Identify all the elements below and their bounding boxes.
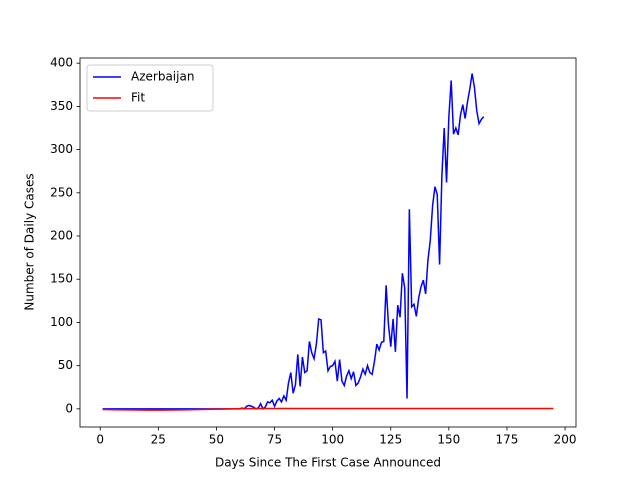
y-tick-label: 50 bbox=[58, 358, 73, 372]
legend-label: Fit bbox=[131, 91, 145, 105]
y-axis-label: Number of Daily Cases bbox=[23, 173, 37, 310]
x-tick-label: 75 bbox=[267, 433, 282, 447]
y-tick-label: 150 bbox=[50, 272, 73, 286]
x-tick-label: 100 bbox=[321, 433, 344, 447]
x-tick-label: 50 bbox=[209, 433, 224, 447]
plot-frame bbox=[79, 57, 577, 428]
x-tick-label: 125 bbox=[379, 433, 402, 447]
data-line bbox=[102, 73, 485, 411]
y-tick-label: 100 bbox=[50, 315, 73, 329]
x-tick-label: 200 bbox=[554, 433, 577, 447]
y-tick-label: 200 bbox=[50, 229, 73, 243]
y-tick-label: 0 bbox=[65, 401, 73, 415]
x-tick-label: 150 bbox=[437, 433, 460, 447]
y-tick-label: 300 bbox=[50, 142, 73, 156]
y-tick-label: 400 bbox=[50, 56, 73, 70]
data-line bbox=[102, 407, 554, 411]
x-axis-label: Days Since The First Case Announced bbox=[215, 456, 441, 470]
x-tick-label: 25 bbox=[151, 433, 166, 447]
y-tick-label: 250 bbox=[50, 185, 73, 199]
y-tick-label: 350 bbox=[50, 99, 73, 113]
legend-label: Azerbaijan bbox=[131, 70, 194, 84]
x-tick-label: 175 bbox=[496, 433, 519, 447]
x-tick-label: 0 bbox=[96, 433, 104, 447]
